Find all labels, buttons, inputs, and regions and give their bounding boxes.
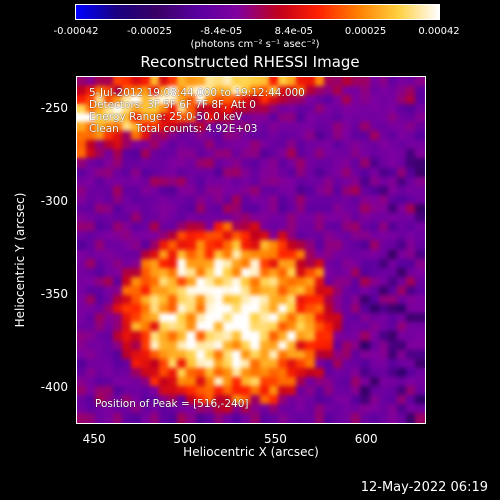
colorbar-unit-label: (photons cm⁻² s⁻¹ asec⁻²) xyxy=(190,39,320,50)
colorbar-tick-label: 8.4e-05 xyxy=(274,26,313,37)
info-energy-range: Energy Range: 25.0-50.0 keV xyxy=(89,111,243,123)
y-axis-label: Heliocentric Y (arcsec) xyxy=(13,192,27,328)
info-time-range: 5-Jul-2012 19:08:44.000 to 19:12:44.000 xyxy=(89,87,305,99)
colorbar-tick-label: 0.00042 xyxy=(418,26,460,37)
timestamp: 12-May-2022 06:19 xyxy=(360,480,488,495)
info-detectors: Detectors: 3F 5F 6F 7F 8F, Att 0 xyxy=(89,99,256,111)
info-peak-position: Position of Peak = [516,-240] xyxy=(95,398,249,410)
heatmap-image xyxy=(77,77,425,423)
y-tick-label: -350 xyxy=(40,286,68,301)
x-tick-label: 450 xyxy=(82,432,106,446)
x-axis-label: Heliocentric X (arcsec) xyxy=(183,445,319,459)
colorbar-tick-label: 0.00025 xyxy=(344,26,387,37)
info-method-counts: Clean Total counts: 4.92E+03 xyxy=(89,123,258,135)
heatmap-plot-area: 5-Jul-2012 19:08:44.000 to 19:12:44.000 … xyxy=(76,76,426,424)
y-tick-label: -300 xyxy=(40,193,68,208)
colorbar-tick-label: -0.00025 xyxy=(126,26,172,37)
colorbar-tick-label: -8.4e-05 xyxy=(200,26,243,37)
colorbar xyxy=(75,4,440,20)
chart-title: Reconstructed RHESSI Image xyxy=(140,53,360,71)
colorbar-tick-label: -0.00042 xyxy=(53,26,99,37)
x-tick-label: 550 xyxy=(264,432,287,446)
y-tick-label: -400 xyxy=(40,379,68,394)
x-tick-label: 600 xyxy=(354,432,378,446)
x-tick-label: 500 xyxy=(173,432,197,446)
y-tick-label: -250 xyxy=(40,100,68,115)
